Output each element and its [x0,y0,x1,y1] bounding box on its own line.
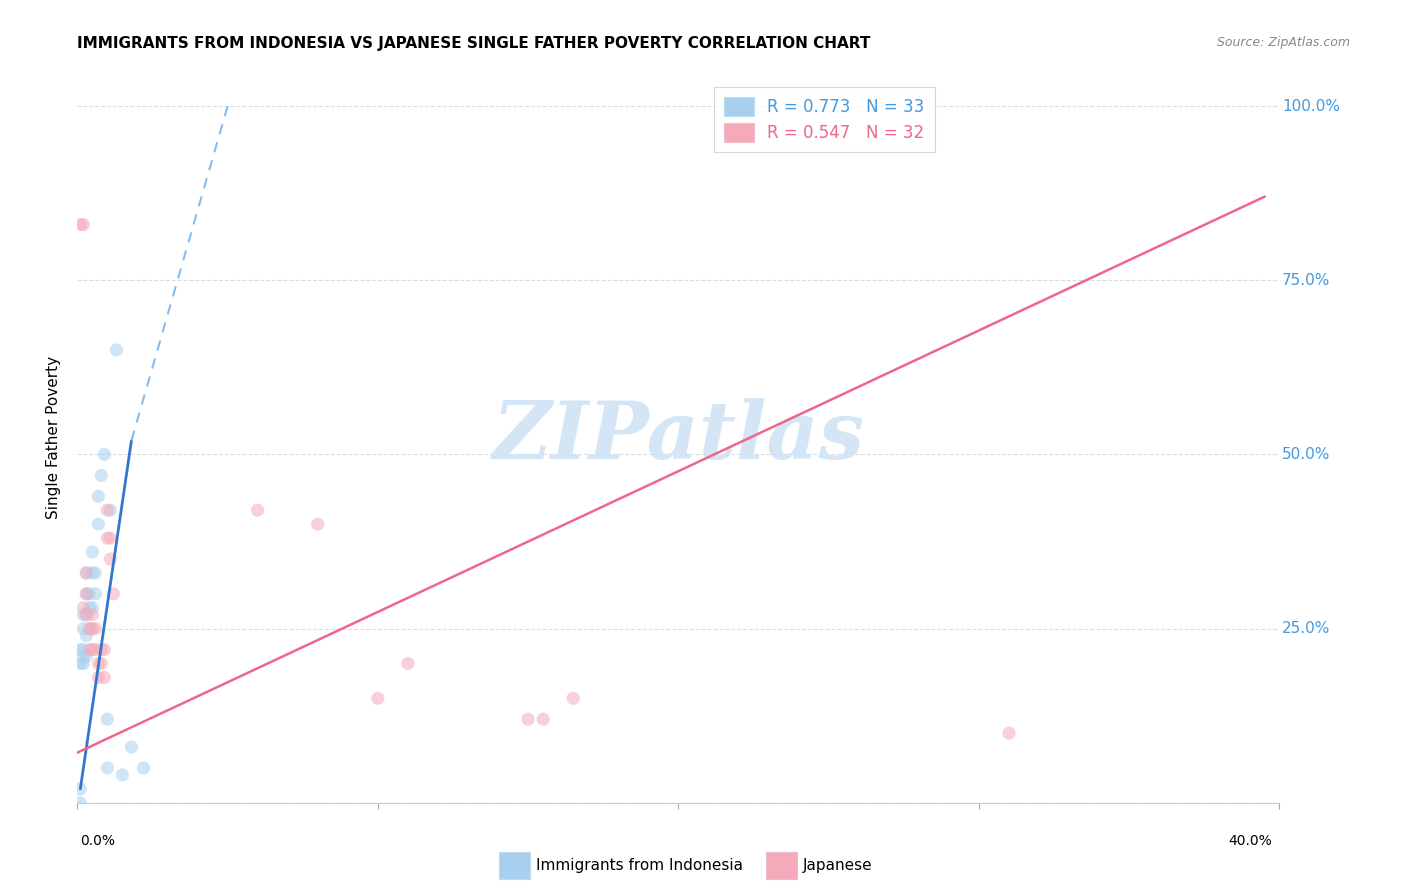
Point [246,503,269,517]
Point [69,657,91,671]
Point [111,768,134,782]
Point [82,566,104,580]
Point [75,566,97,580]
Text: Japanese: Japanese [803,858,873,872]
Point [93,642,115,657]
Point [84,566,107,580]
Point [82,600,104,615]
Point [90,468,112,483]
Point [75,587,97,601]
Point [96,761,118,775]
Point [79,642,101,657]
Point [531,712,554,726]
Point [79,622,101,636]
Point [120,740,142,755]
Point [84,587,107,601]
Point [69,642,91,657]
Point [72,607,94,622]
Point [132,761,155,775]
Point [79,600,101,615]
Point [75,587,97,601]
Text: ZIPatlas: ZIPatlas [492,399,865,475]
Point [87,517,110,532]
Point [75,607,97,622]
Point [84,642,107,657]
Point [72,649,94,664]
Point [84,622,107,636]
Point [82,607,104,622]
Point [105,343,128,357]
Point [87,670,110,684]
Point [103,587,125,601]
Point [82,642,104,657]
Point [517,712,540,726]
Point [72,642,94,657]
Text: IMMIGRANTS FROM INDONESIA VS JAPANESE SINGLE FATHER POVERTY CORRELATION CHART: IMMIGRANTS FROM INDONESIA VS JAPANESE SI… [77,36,870,51]
Point [75,566,97,580]
Point [100,531,122,545]
Point [396,657,419,671]
Point [100,552,122,566]
Point [82,545,104,559]
Point [72,657,94,671]
Point [100,503,122,517]
Text: Immigrants from Indonesia: Immigrants from Indonesia [536,858,742,872]
Y-axis label: Single Father Poverty: Single Father Poverty [46,356,62,518]
Point [367,691,389,706]
Point [79,587,101,601]
Point [75,649,97,664]
Point [96,503,118,517]
Point [562,691,585,706]
Point [87,489,110,503]
Point [82,622,104,636]
Point [75,607,97,622]
Point [93,670,115,684]
Point [72,622,94,636]
Point [87,657,110,671]
Point [75,629,97,643]
Point [307,517,329,532]
Point [79,622,101,636]
Legend: R = 0.773   N = 33, R = 0.547   N = 32: R = 0.773 N = 33, R = 0.547 N = 32 [714,87,935,153]
Point [72,600,94,615]
Text: 40.0%: 40.0% [1229,834,1272,848]
Text: 25.0%: 25.0% [1282,621,1330,636]
Point [90,642,112,657]
Point [90,657,112,671]
Point [93,448,115,462]
Text: 75.0%: 75.0% [1282,273,1330,288]
Text: Source: ZipAtlas.com: Source: ZipAtlas.com [1216,36,1350,49]
Text: 0.0%: 0.0% [80,834,115,848]
Point [998,726,1021,740]
Point [69,796,91,810]
Point [96,531,118,545]
Point [96,712,118,726]
Point [69,218,91,232]
Text: 100.0%: 100.0% [1282,99,1340,113]
Text: 50.0%: 50.0% [1282,447,1330,462]
Point [69,781,91,796]
Point [72,218,94,232]
